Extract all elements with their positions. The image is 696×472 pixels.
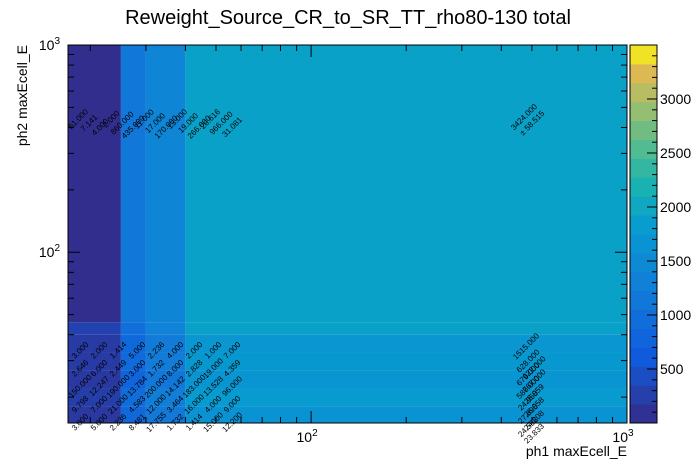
heatmap-cell — [145, 322, 186, 335]
x-tick-label-exponent: 3 — [628, 428, 634, 439]
y-tick-label-exponent: 2 — [54, 243, 60, 254]
heatmap-cell — [145, 388, 186, 407]
heatmap-cell — [145, 352, 186, 371]
axis-ticks — [68, 44, 628, 423]
heatmap-cell — [120, 406, 146, 423]
colorbar-tick-label: 3000 — [660, 91, 691, 107]
x-tick-label: 102 — [297, 428, 319, 445]
plot-border — [67, 44, 628, 424]
colorbar-band — [630, 139, 657, 159]
colorbar-band — [630, 347, 657, 367]
y-axis-label: ph2 maxEcell_E — [14, 45, 30, 146]
colorbar-band — [630, 120, 657, 140]
colorbar-tick-label: 1500 — [660, 253, 691, 269]
colorbar-band — [630, 177, 657, 197]
colorbar-band — [630, 82, 657, 103]
colorbar-band — [630, 234, 657, 254]
colorbar-labels: 500 1000 1500 2000 2500 3000 — [660, 91, 691, 377]
chart-title: Reweight_Source_CR_to_SR_TT_rho80-130 to… — [125, 7, 571, 29]
y-tick-label: 103 — [39, 36, 61, 53]
heatmap-cell — [68, 388, 121, 407]
colorbar-band — [630, 158, 657, 178]
heatmap-cell — [68, 352, 121, 371]
colorbar-band — [630, 101, 657, 122]
heatmap-cell — [120, 388, 146, 407]
colorbar-band — [630, 252, 657, 273]
colorbar-tick-label: 2000 — [660, 199, 691, 215]
colorbar-tick-label: 1000 — [660, 307, 691, 323]
heatmap-cell — [68, 45, 121, 323]
colorbar — [629, 44, 658, 424]
colorbar-band — [630, 196, 657, 216]
heatmap-cell — [185, 334, 627, 353]
heatmap-cell — [120, 352, 146, 371]
heatmap-cell — [120, 370, 146, 389]
heatmap-cell — [68, 334, 121, 353]
heatmap-cell — [145, 406, 186, 423]
colorbar-band — [630, 271, 657, 292]
heatmap-cell — [120, 45, 146, 323]
colorbar-border — [629, 44, 658, 424]
colorbar-band — [630, 385, 657, 405]
heatmap-cell — [145, 334, 186, 353]
colorbar-band — [630, 45, 657, 65]
colorbar-band — [630, 309, 657, 329]
x-tick-label-exponent: 2 — [312, 428, 318, 439]
heatmap-cell — [68, 406, 121, 423]
heatmap-cell — [120, 322, 146, 335]
colorbar-tick-label: 500 — [660, 361, 684, 377]
colorbar-band — [630, 366, 657, 386]
colorbar-band — [630, 290, 657, 311]
heatmap-cell — [185, 45, 627, 323]
colorbar-band — [630, 63, 657, 84]
heatmap-cell — [185, 388, 627, 407]
colorbar-tick-label: 2500 — [660, 145, 691, 161]
heatmap-cell — [185, 370, 627, 389]
heatmap-cell — [68, 370, 121, 389]
y-tick-label: 102 — [39, 243, 61, 260]
heatmap-cell — [185, 406, 627, 423]
colorbar-band — [630, 328, 657, 348]
heatmap-cell — [185, 352, 627, 371]
heatmap-cell — [185, 322, 627, 335]
heatmap-cell — [145, 45, 186, 323]
heatmap-cell — [145, 370, 186, 389]
heatmap-cells — [68, 45, 627, 423]
x-axis-label: ph1 maxEcell_E — [526, 443, 627, 459]
colorbar-band — [630, 215, 657, 235]
y-tick-label-exponent: 3 — [54, 36, 60, 47]
heatmap-cell — [68, 322, 121, 335]
heatmap-cell — [120, 334, 146, 353]
colorbar-band — [630, 404, 657, 424]
